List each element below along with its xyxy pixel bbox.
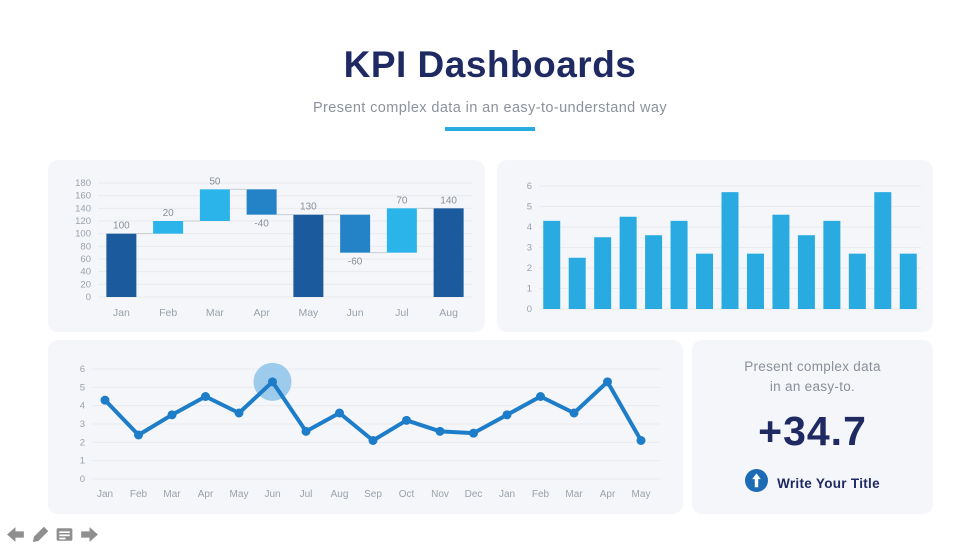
stat-cta: Write Your Title	[745, 469, 880, 497]
svg-text:6: 6	[527, 181, 532, 192]
page-subtitle: Present complex data in an easy-to-under…	[312, 100, 668, 116]
waterfall-chart: 020406080100120140160180100Jan20Feb50Mar…	[75, 176, 472, 319]
svg-text:Mar: Mar	[206, 307, 225, 319]
right-arrow-icon[interactable]	[78, 524, 99, 545]
svg-text:1: 1	[527, 284, 532, 295]
svg-text:Dec: Dec	[465, 489, 483, 500]
line-chart: 0 1 2 3 4 5 6 Jan Feb Mar Apr May Jun Jul Aug Sep Oct Nov…	[80, 362, 660, 500]
svg-text:70: 70	[396, 195, 408, 206]
stat-cta-label: Write Your Title	[777, 475, 880, 491]
svg-text:Feb: Feb	[159, 307, 177, 319]
note-icon[interactable]	[54, 524, 75, 545]
stat-card: Present complex data in an easy-to. +34.…	[692, 340, 933, 514]
svg-text:4: 4	[527, 222, 532, 233]
svg-text:20: 20	[163, 208, 175, 219]
svg-text:-60: -60	[348, 257, 363, 268]
svg-text:2: 2	[80, 437, 85, 448]
bar-chart-card: 0 1 2 3 4 5 6	[497, 160, 933, 332]
svg-text:160: 160	[75, 191, 91, 202]
svg-text:40: 40	[80, 267, 91, 278]
svg-text:80: 80	[80, 241, 91, 252]
svg-text:5: 5	[80, 382, 85, 393]
svg-text:5: 5	[527, 202, 532, 213]
stat-description-line1: Present complex data	[744, 358, 881, 374]
svg-text:60: 60	[80, 254, 91, 265]
up-arrow-circle-icon	[745, 469, 769, 497]
svg-text:Jan: Jan	[97, 489, 113, 500]
svg-text:Aug: Aug	[439, 307, 458, 319]
svg-text:140: 140	[75, 203, 91, 214]
svg-text:Jul: Jul	[395, 307, 408, 319]
svg-text:Sep: Sep	[364, 489, 382, 500]
svg-text:May: May	[230, 489, 249, 500]
svg-text:Apr: Apr	[253, 307, 270, 319]
svg-text:100: 100	[75, 229, 91, 240]
line-chart-card: 0 1 2 3 4 5 6 Jan Feb Mar Apr May Jun Jul Aug Sep Oct Nov…	[48, 340, 683, 514]
waterfall-chart-card: 0 20 40 60 80 100 120 140 160 180 100 Jan 20 Feb 50 Mar…	[48, 160, 485, 332]
svg-text:3: 3	[80, 419, 85, 430]
svg-text:3: 3	[527, 243, 532, 254]
svg-text:-40: -40	[254, 219, 269, 230]
svg-text:Mar: Mar	[565, 489, 583, 500]
svg-text:May: May	[632, 489, 651, 500]
svg-text:20: 20	[80, 279, 91, 290]
svg-text:Feb: Feb	[130, 489, 148, 500]
svg-text:120: 120	[75, 216, 91, 227]
svg-text:Jan: Jan	[113, 307, 130, 319]
svg-text:1: 1	[80, 456, 85, 467]
svg-text:0: 0	[80, 474, 85, 485]
svg-text:Jul: Jul	[300, 489, 313, 500]
svg-text:4: 4	[80, 401, 85, 412]
svg-text:Apr: Apr	[198, 489, 214, 500]
svg-text:0: 0	[527, 304, 532, 315]
stat-description-line2: in an easy-to.	[769, 378, 856, 394]
svg-text:Feb: Feb	[532, 489, 550, 500]
svg-text:Oct: Oct	[399, 489, 415, 500]
svg-text:6: 6	[80, 364, 85, 375]
svg-text:130: 130	[300, 202, 317, 213]
svg-text:May: May	[298, 307, 319, 319]
svg-text:Apr: Apr	[600, 489, 616, 500]
svg-text:2: 2	[527, 263, 532, 274]
svg-text:0: 0	[86, 292, 91, 303]
stat-description: Present complex data in an easy-to.	[744, 357, 881, 396]
svg-text:Mar: Mar	[163, 489, 181, 500]
svg-text:180: 180	[75, 178, 91, 189]
svg-text:100: 100	[113, 221, 130, 232]
title-underline-accent	[445, 127, 535, 131]
page-title: KPI Dashboards	[343, 44, 637, 85]
svg-text:Jun: Jun	[264, 489, 280, 500]
svg-text:Jun: Jun	[347, 307, 364, 319]
left-arrow-icon[interactable]	[6, 524, 27, 545]
svg-text:140: 140	[440, 195, 457, 206]
svg-text:50: 50	[209, 176, 221, 187]
svg-text:Jan: Jan	[499, 489, 515, 500]
pencil-icon[interactable]	[30, 524, 51, 545]
svg-text:Aug: Aug	[331, 489, 349, 500]
svg-text:Nov: Nov	[431, 489, 449, 500]
footer-toolbar	[6, 524, 99, 545]
bar-chart: 0 1 2 3 4 5 6	[527, 181, 921, 315]
stat-value: +34.7	[758, 408, 867, 455]
